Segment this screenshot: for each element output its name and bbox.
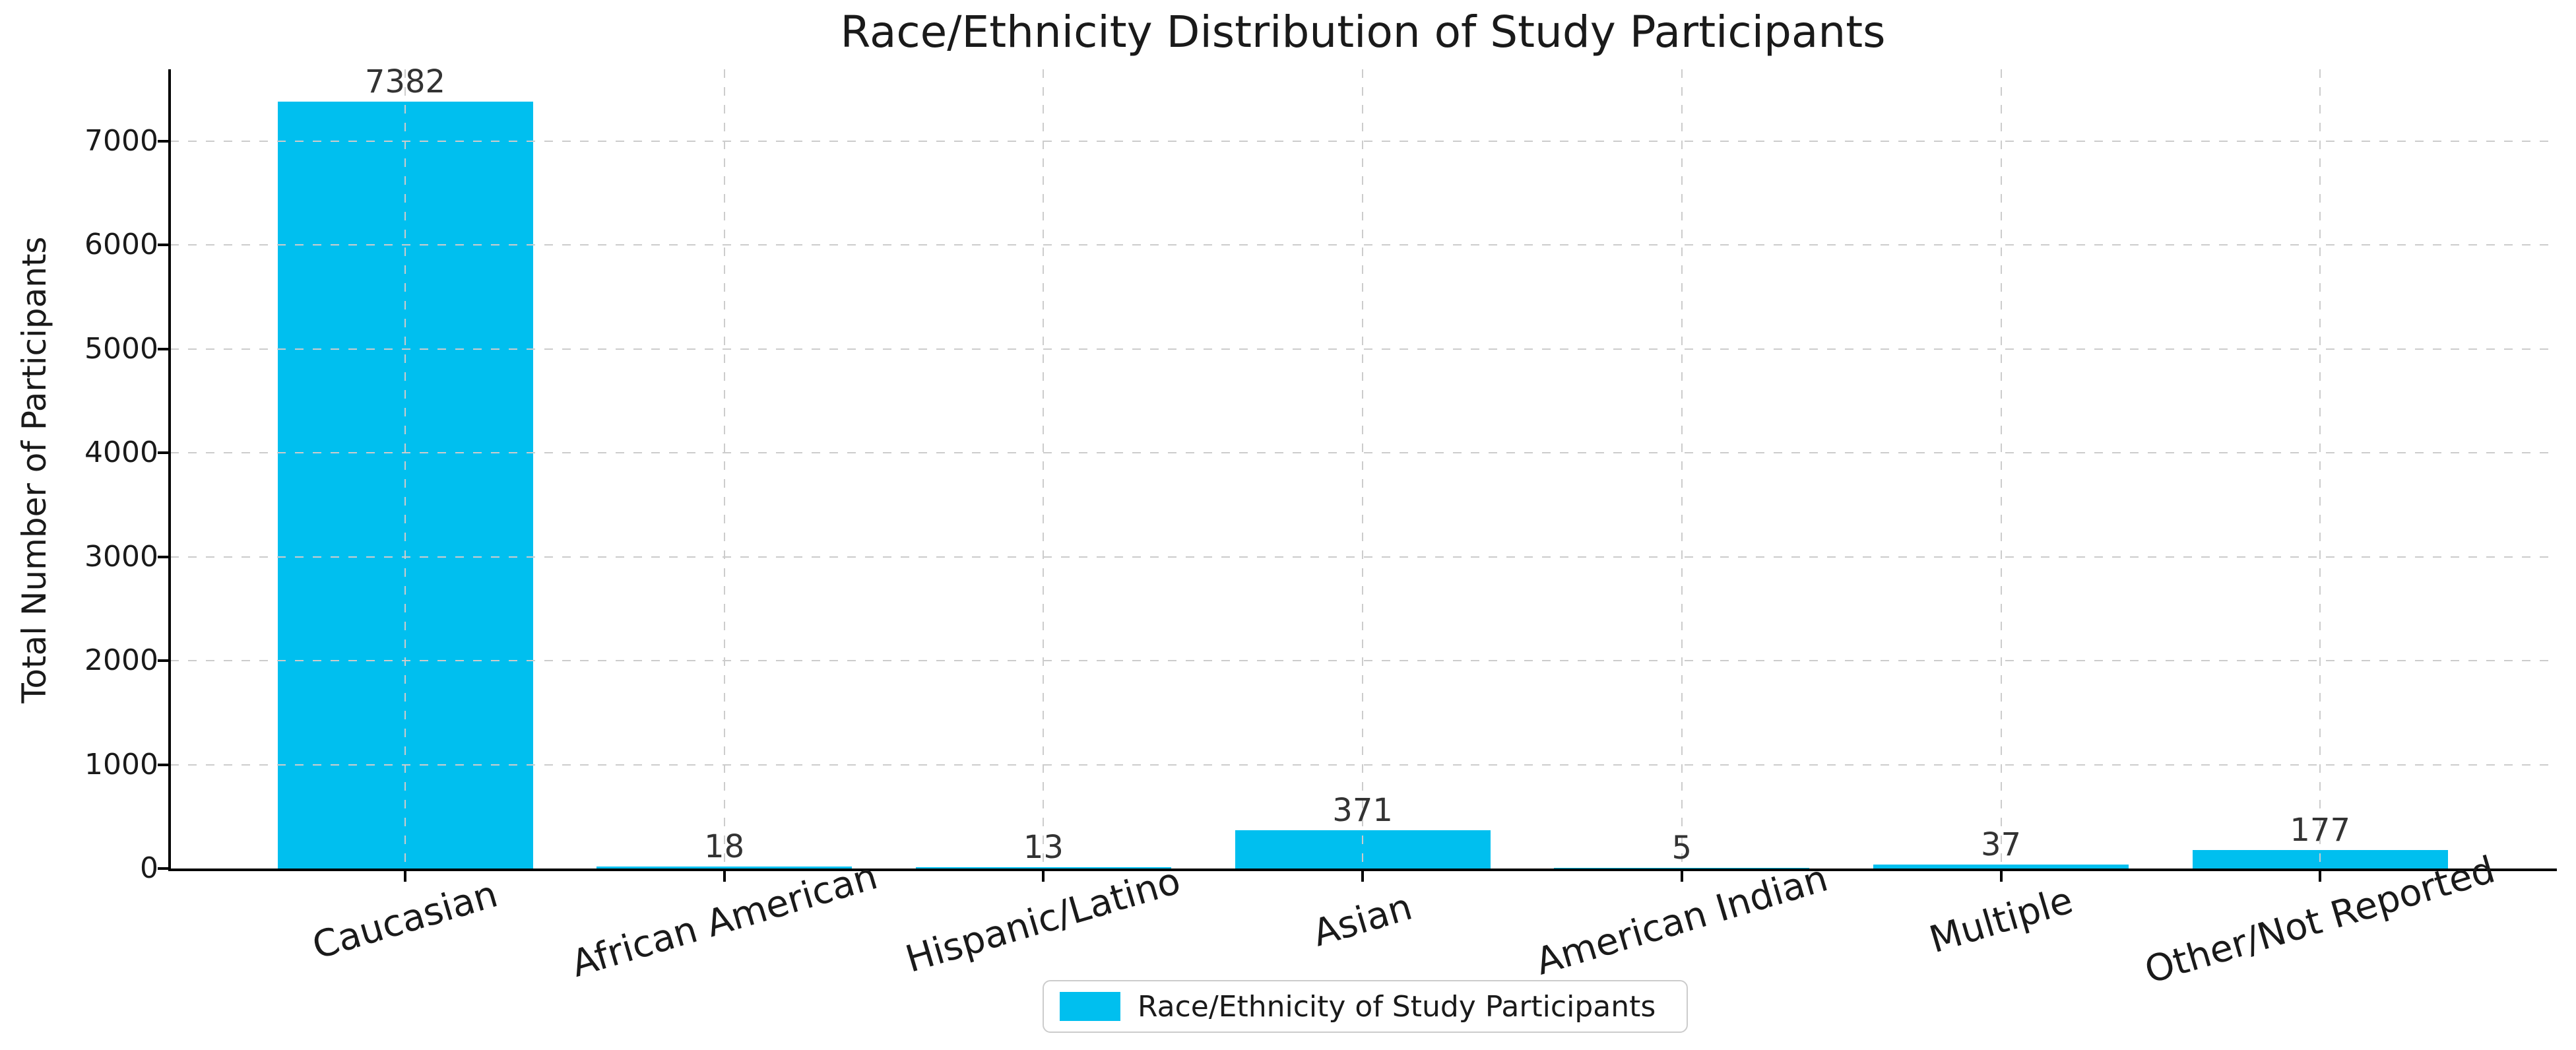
x-gridline bbox=[723, 69, 725, 869]
bar-value-label: 5 bbox=[1671, 830, 1692, 867]
y-tick-mark bbox=[158, 763, 168, 766]
y-tick-mark bbox=[158, 867, 168, 870]
x-gridline bbox=[404, 69, 406, 869]
y-axis-spine bbox=[168, 69, 171, 871]
x-gridline bbox=[1362, 69, 1364, 869]
y-tick-label: 6000 bbox=[84, 228, 158, 262]
y-tick-label: 0 bbox=[140, 851, 158, 885]
y-tick-mark bbox=[158, 555, 168, 558]
x-gridline bbox=[1681, 69, 1683, 869]
y-tick-label: 5000 bbox=[84, 331, 158, 366]
y-tick-mark bbox=[158, 659, 168, 663]
x-gridline bbox=[2000, 69, 2002, 869]
y-tick-mark bbox=[158, 451, 168, 455]
x-tick-mark bbox=[1999, 871, 2003, 882]
y-tick-label: 7000 bbox=[84, 123, 158, 158]
x-tick-mark bbox=[1680, 871, 1683, 882]
bar-value-label: 371 bbox=[1332, 792, 1393, 829]
x-tick-mark bbox=[2319, 871, 2322, 882]
legend-color-swatch bbox=[1060, 992, 1120, 1021]
y-tick-label: 1000 bbox=[84, 747, 158, 781]
x-tick-mark bbox=[404, 871, 406, 882]
bar-value-label: 177 bbox=[2290, 812, 2350, 849]
bar-value-label: 18 bbox=[704, 828, 745, 865]
y-tick-mark bbox=[158, 347, 168, 350]
x-tick-mark bbox=[723, 871, 726, 882]
y-tick-label: 2000 bbox=[84, 643, 158, 678]
legend: Race/Ethnicity of Study Participants bbox=[1043, 980, 1688, 1033]
x-gridline bbox=[2319, 69, 2321, 869]
plot-area bbox=[170, 69, 2556, 869]
x-tick-mark bbox=[1042, 871, 1045, 882]
y-tick-label: 4000 bbox=[84, 436, 158, 470]
bar-value-label: 7382 bbox=[364, 63, 446, 100]
x-tick-mark bbox=[1361, 871, 1365, 882]
x-axis-spine bbox=[168, 869, 2557, 871]
legend-label: Race/Ethnicity of Study Participants bbox=[1138, 989, 1656, 1024]
chart-title: Race/Ethnicity Distribution of Study Par… bbox=[840, 7, 1886, 57]
y-tick-label: 3000 bbox=[84, 539, 158, 574]
bar-value-label: 37 bbox=[1980, 826, 2022, 863]
y-tick-mark bbox=[158, 244, 168, 247]
bar-value-label: 13 bbox=[1023, 829, 1064, 866]
x-gridline bbox=[1043, 69, 1045, 869]
y-tick-mark bbox=[158, 139, 168, 143]
